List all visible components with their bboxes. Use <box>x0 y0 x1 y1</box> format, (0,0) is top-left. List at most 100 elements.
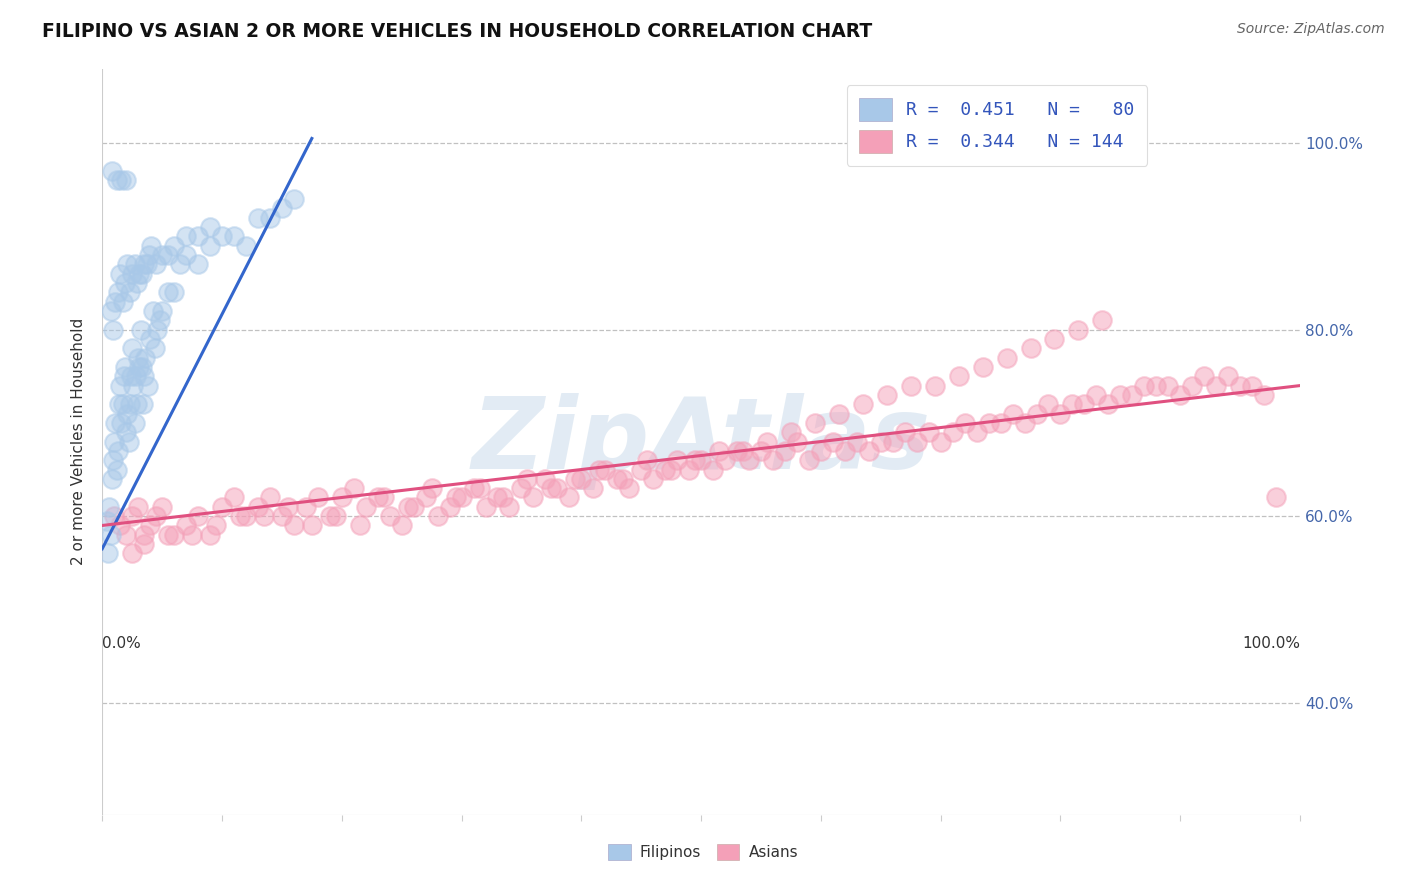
Point <box>270 509 292 524</box>
Text: 100.0%: 100.0% <box>1241 635 1301 650</box>
Point <box>1049 407 1071 421</box>
Point <box>319 509 342 524</box>
Point <box>135 257 157 271</box>
Point <box>139 332 162 346</box>
Point <box>595 462 617 476</box>
Point <box>127 500 149 514</box>
Point <box>738 453 761 467</box>
Point <box>1085 388 1108 402</box>
Point <box>659 462 682 476</box>
Point <box>1001 407 1024 421</box>
Point <box>762 453 785 467</box>
Point <box>103 434 125 449</box>
Point <box>948 369 970 384</box>
Point <box>402 500 425 514</box>
Point <box>876 388 898 402</box>
Point <box>129 323 152 337</box>
Point <box>198 220 221 235</box>
Point <box>174 518 197 533</box>
Point <box>354 500 377 514</box>
Point <box>391 518 413 533</box>
Point <box>181 528 204 542</box>
Point <box>373 491 395 505</box>
Point <box>619 481 641 495</box>
Point <box>104 294 127 309</box>
Point <box>132 397 155 411</box>
Point <box>163 528 186 542</box>
Point <box>121 267 143 281</box>
Point <box>330 491 353 505</box>
Point <box>121 341 143 355</box>
Point <box>929 434 952 449</box>
Point <box>101 472 124 486</box>
Point <box>463 481 485 495</box>
Point <box>852 397 875 411</box>
Point <box>108 518 131 533</box>
Point <box>1168 388 1191 402</box>
Point <box>141 238 163 252</box>
Point <box>924 378 946 392</box>
Point <box>283 192 305 206</box>
Point <box>1157 378 1180 392</box>
Point <box>367 491 389 505</box>
Point <box>707 443 730 458</box>
Point <box>127 351 149 365</box>
Point <box>100 528 122 542</box>
Point <box>235 238 257 252</box>
Point <box>845 434 868 449</box>
Point <box>1253 388 1275 402</box>
Point <box>990 416 1012 430</box>
Point <box>1144 378 1167 392</box>
Point <box>283 518 305 533</box>
Point <box>104 416 127 430</box>
Point <box>834 443 856 458</box>
Point <box>426 509 449 524</box>
Point <box>101 453 124 467</box>
Point <box>1181 378 1204 392</box>
Point <box>540 481 562 495</box>
Point <box>1241 378 1264 392</box>
Point <box>163 238 186 252</box>
Point <box>124 257 146 271</box>
Point <box>1192 369 1215 384</box>
Point <box>905 434 928 449</box>
Point <box>510 481 533 495</box>
Point <box>108 267 131 281</box>
Point <box>105 462 128 476</box>
Point <box>134 257 156 271</box>
Point <box>1019 341 1042 355</box>
Point <box>235 509 257 524</box>
Point <box>115 173 138 187</box>
Point <box>1038 397 1060 411</box>
Point <box>1121 388 1143 402</box>
Point <box>349 518 371 533</box>
Point <box>114 359 136 374</box>
Point <box>198 528 221 542</box>
Point <box>702 462 724 476</box>
Point <box>101 323 124 337</box>
Point <box>630 462 652 476</box>
Point <box>117 407 139 421</box>
Point <box>149 313 172 327</box>
Point <box>780 425 803 440</box>
Point <box>558 491 581 505</box>
Point <box>117 434 139 449</box>
Point <box>246 211 269 225</box>
Point <box>157 528 180 542</box>
Point <box>468 481 491 495</box>
Point <box>100 304 122 318</box>
Point <box>222 491 245 505</box>
Point <box>134 369 156 384</box>
Point <box>108 378 131 392</box>
Point <box>125 276 148 290</box>
Text: FILIPINO VS ASIAN 2 OR MORE VEHICLES IN HOUSEHOLD CORRELATION CHART: FILIPINO VS ASIAN 2 OR MORE VEHICLES IN … <box>42 22 873 41</box>
Point <box>486 491 509 505</box>
Point <box>683 453 706 467</box>
Point <box>378 509 401 524</box>
Point <box>131 267 153 281</box>
Point <box>145 509 167 524</box>
Point <box>198 238 221 252</box>
Point <box>1133 378 1156 392</box>
Point <box>492 491 515 505</box>
Point <box>546 481 568 495</box>
